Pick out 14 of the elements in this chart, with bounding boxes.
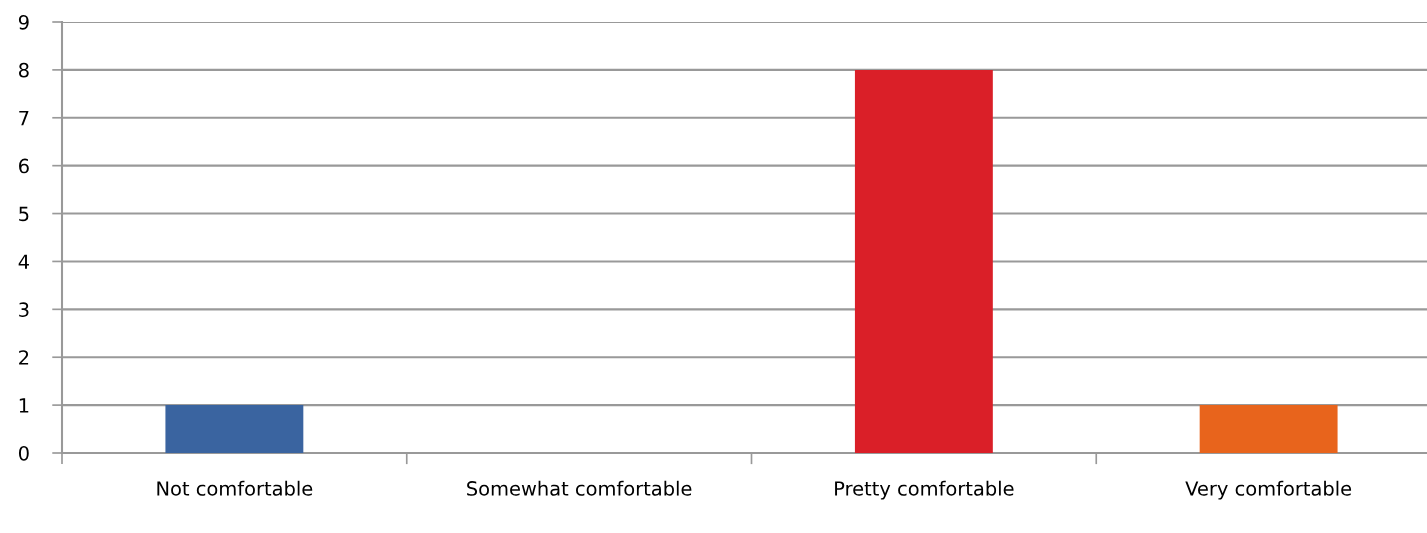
y-tick-label: 2 — [19, 350, 29, 365]
y-tick-label: 9 — [18, 14, 29, 30]
x-tick-label: Pretty comfortable — [835, 480, 1014, 500]
y-tick-label: 3 — [19, 302, 29, 317]
y-tick-label: 7 — [19, 110, 29, 126]
y-tick-label: 6 — [19, 158, 29, 174]
y-tick-label: 0 — [18, 445, 29, 461]
y-tick-label: 1 — [19, 398, 29, 413]
x-tick-label: Somewhat comfortable — [467, 480, 692, 496]
y-tick-label: 5 — [19, 206, 29, 222]
x-tick-label: Not comfortable — [157, 480, 313, 496]
x-tick-label: Very comfortable — [1185, 480, 1352, 500]
y-tick-label: 8 — [19, 62, 29, 78]
y-tick-label: 4 — [18, 254, 29, 269]
